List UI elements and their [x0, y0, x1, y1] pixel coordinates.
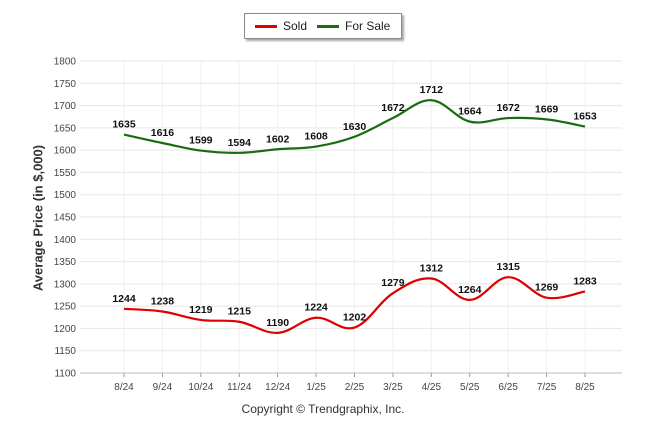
data-label-sold: 1238	[151, 295, 175, 307]
data-label-for-sale: 1672	[496, 102, 520, 114]
y-tick-label: 1150	[54, 346, 76, 357]
y-tick-label: 1100	[54, 369, 76, 380]
data-label-for-sale: 1664	[458, 106, 482, 118]
data-label-sold: 1244	[112, 293, 136, 305]
data-label-sold: 1269	[535, 282, 559, 294]
data-label-sold: 1202	[343, 312, 367, 324]
y-axis-ticks: 1100 1150 1200 1250 1300 1350 1400 1450 1500 1550…	[54, 57, 77, 380]
x-tick-label: 9/24	[153, 382, 173, 393]
series-line-for-sale	[123, 99, 586, 154]
data-label-for-sale: 1653	[573, 111, 597, 123]
x-tick-label: 8/25	[575, 382, 595, 393]
x-tick-label: 8/24	[114, 382, 134, 393]
data-label-for-sale: 1635	[112, 119, 136, 131]
x-tick-label: 6/25	[498, 382, 518, 393]
copyright-footer: Copyright © Trendgraphix, Inc.	[241, 402, 405, 416]
x-tick-label: 10/24	[188, 382, 213, 393]
data-label-sold: 1219	[189, 304, 213, 316]
data-label-sold: 1190	[266, 317, 289, 329]
x-tick-label: 4/25	[422, 382, 442, 393]
data-label-sold: 1215	[228, 306, 252, 318]
data-label-sold: 1279	[381, 277, 405, 289]
y-axis-label: Average Price (in $,000)	[30, 144, 46, 292]
series-line-sold	[123, 276, 586, 334]
data-label-sold: 1315	[496, 261, 520, 273]
y-tick-label: 1400	[54, 235, 77, 246]
y-tick-label: 1300	[54, 279, 77, 290]
data-label-for-sale: 1672	[381, 102, 405, 114]
data-label-sold: 1312	[420, 263, 444, 275]
y-tick-label: 1650	[54, 123, 77, 134]
series-lines	[123, 99, 586, 334]
x-tick-label: 12/24	[265, 382, 290, 393]
y-tick-label: 1800	[54, 57, 77, 68]
data-label-sold: 1264	[458, 284, 482, 296]
data-label-for-sale: 1630	[343, 121, 367, 133]
data-label-for-sale: 1669	[535, 103, 559, 115]
legend-swatch-for-sale	[317, 25, 339, 28]
y-tick-label: 1750	[54, 79, 77, 90]
data-labels: 1244 1238 1219 1215 1190 1224 1202 1279 1312 1264…	[112, 84, 597, 329]
y-tick-label: 1500	[54, 190, 77, 201]
x-tick-label: 7/25	[537, 382, 557, 393]
y-tick-label: 1250	[54, 302, 77, 313]
x-tick-label: 3/25	[383, 382, 403, 393]
data-label-for-sale: 1599	[189, 135, 213, 147]
y-tick-label: 1600	[54, 146, 77, 157]
y-tick-label: 1350	[54, 257, 77, 268]
data-label-for-sale: 1712	[420, 84, 444, 96]
data-label-for-sale: 1608	[304, 131, 328, 143]
x-tick-label: 11/24	[227, 382, 252, 393]
x-axis-ticks: 8/24 9/24 10/24 11/24 12/24 1/25 2/25 3/25 4/25 5…	[114, 382, 595, 393]
y-tick-label: 1450	[54, 213, 77, 224]
data-label-sold: 1283	[573, 275, 597, 287]
legend-label-for-sale: For Sale	[345, 19, 391, 33]
data-label-for-sale: 1602	[266, 133, 290, 145]
y-tick-label: 1200	[54, 324, 77, 335]
data-label-sold: 1224	[304, 302, 328, 314]
data-label-for-sale: 1594	[228, 137, 252, 149]
y-tick-label: 1700	[54, 101, 77, 112]
x-tick-label: 5/25	[460, 382, 480, 393]
x-tick-label: 1/25	[306, 382, 326, 393]
y-tick-label: 1550	[54, 168, 77, 179]
x-tick-label: 2/25	[345, 382, 365, 393]
data-label-for-sale: 1616	[151, 127, 175, 139]
legend: Sold For Sale	[244, 13, 402, 39]
legend-label-sold: Sold	[283, 19, 308, 33]
legend-swatch-sold	[255, 25, 277, 28]
